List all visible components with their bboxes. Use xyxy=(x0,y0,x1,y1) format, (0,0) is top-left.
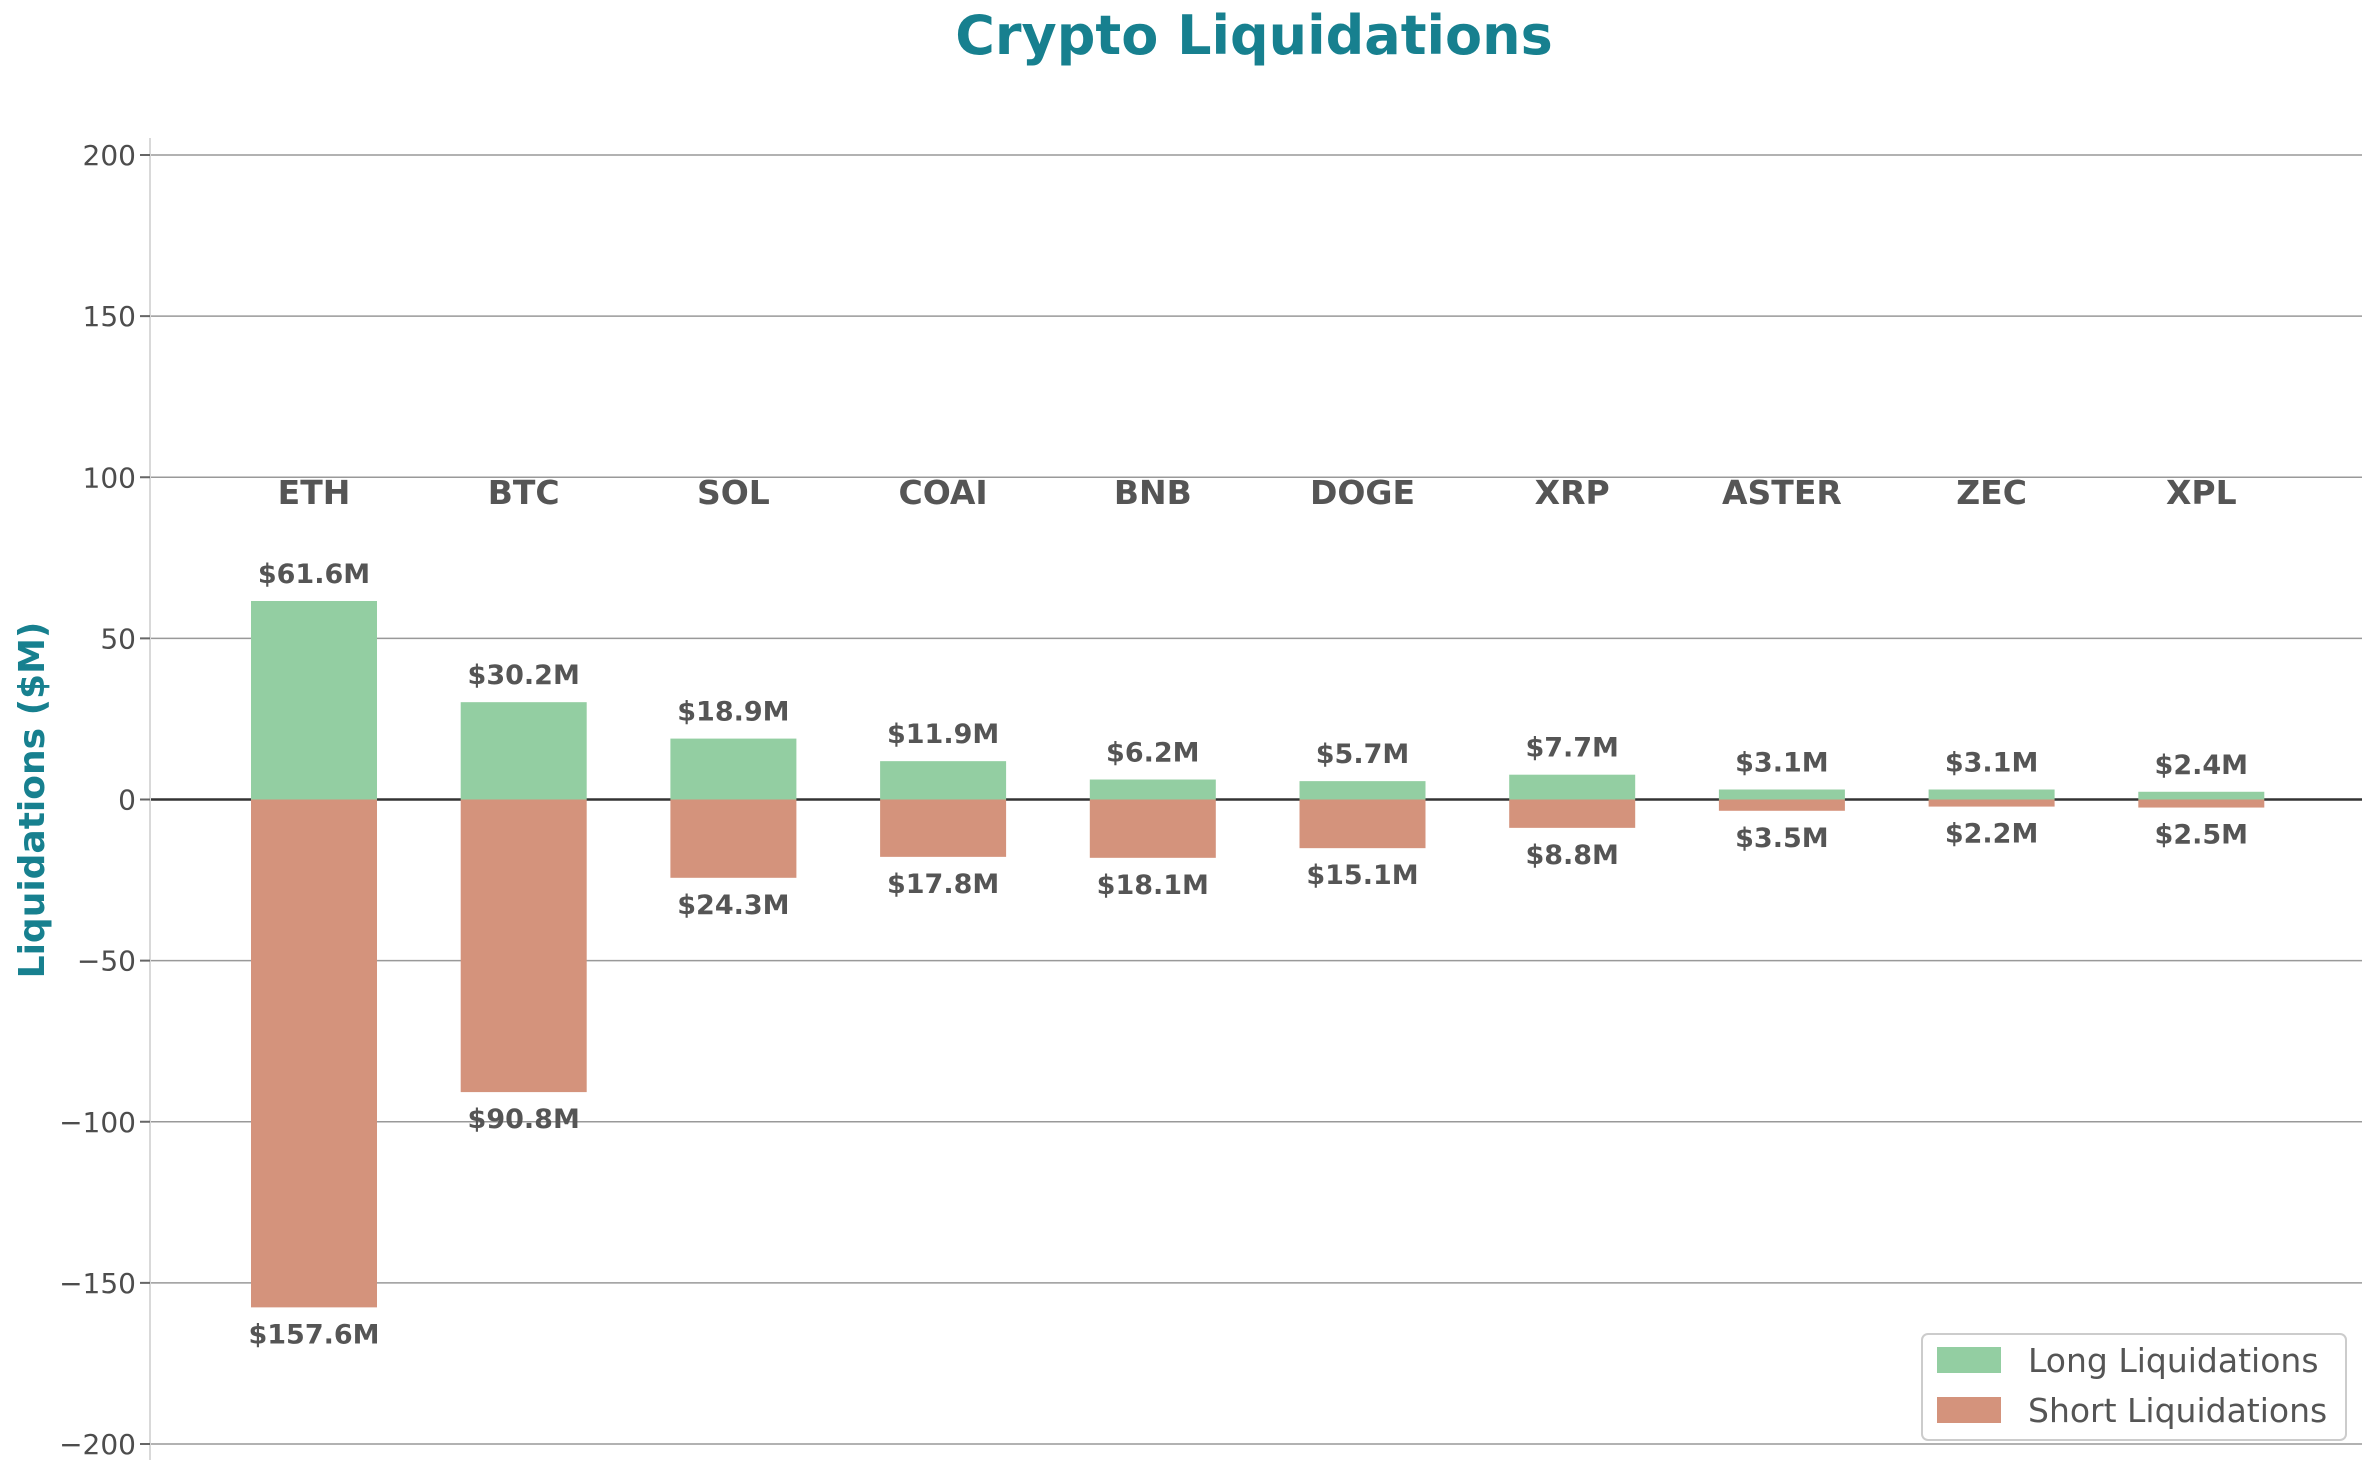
data-labels: ETH $61.6M $157.6M BTC $30.2M $90.8M SOL $18.9M… xyxy=(248,473,2248,1350)
y-tick-label: 150 xyxy=(83,300,136,333)
value-label-long: $7.7M xyxy=(1525,733,1619,764)
legend-swatch-long xyxy=(1937,1347,2001,1373)
bar-long-xpl xyxy=(2138,791,2265,800)
y-tick-label: −200 xyxy=(59,1428,136,1461)
legend-box xyxy=(1921,1333,2347,1441)
bar-long-eth xyxy=(251,600,377,800)
bar-short-btc xyxy=(460,799,587,1093)
bar-short-sol xyxy=(670,799,797,878)
bar-short-zec xyxy=(1928,799,2055,807)
bar-long-zec xyxy=(1928,789,2055,800)
bars xyxy=(251,600,2265,1308)
y-tick-label: 100 xyxy=(83,461,136,494)
axes: −200 −150 −100 −50 0 50 100 150 200 xyxy=(59,138,151,1461)
value-label-long: $6.2M xyxy=(1106,738,1200,769)
bar-long-sol xyxy=(670,738,797,800)
category-label-xrp: XRP xyxy=(1535,473,1610,512)
bar-long-xrp xyxy=(1509,774,1636,800)
value-label-short: $2.2M xyxy=(1945,819,2039,850)
value-label-long: $61.6M xyxy=(258,559,370,590)
value-label-short: $18.1M xyxy=(1097,870,1209,901)
category-label-sol: SOL xyxy=(697,473,770,512)
legend-label-short: Short Liquidations xyxy=(2028,1391,2327,1430)
bar-long-doge xyxy=(1299,781,1426,800)
bar-short-bnb xyxy=(1089,799,1216,858)
category-label-xpl: XPL xyxy=(2166,473,2237,512)
category-label-zec: ZEC xyxy=(1956,473,2027,512)
bar-long-aster xyxy=(1718,789,1845,800)
bar-long-bnb xyxy=(1089,779,1216,800)
y-tick-label: 200 xyxy=(83,139,136,172)
value-label-long: $2.4M xyxy=(2155,750,2249,781)
bar-short-eth xyxy=(251,799,377,1308)
value-label-short: $2.5M xyxy=(2155,820,2249,851)
legend-label-long: Long Liquidations xyxy=(2028,1341,2319,1380)
value-label-long: $3.1M xyxy=(1735,748,1829,779)
legend: Long Liquidations Short Liquidations xyxy=(1921,1333,2347,1441)
y-tick-label: −150 xyxy=(59,1267,136,1300)
y-tick-label: −100 xyxy=(59,1106,136,1139)
bar-long-coai xyxy=(880,761,1007,800)
value-label-long: $3.1M xyxy=(1945,748,2039,779)
value-label-long: $18.9M xyxy=(677,697,789,728)
bar-short-aster xyxy=(1718,799,1845,811)
value-label-long: $30.2M xyxy=(468,660,580,691)
bar-short-coai xyxy=(880,799,1007,857)
value-label-short: $157.6M xyxy=(248,1319,379,1350)
value-label-short: $24.3M xyxy=(677,890,789,921)
bar-short-doge xyxy=(1299,799,1426,849)
value-label-short: $3.5M xyxy=(1735,823,1829,854)
legend-swatch-short xyxy=(1937,1397,2001,1423)
value-label-long: $5.7M xyxy=(1316,739,1410,770)
y-tick-label: 50 xyxy=(100,622,136,655)
value-label-short: $15.1M xyxy=(1306,860,1418,891)
category-label-aster: ASTER xyxy=(1722,473,1842,512)
value-label-long: $11.9M xyxy=(887,719,999,750)
bar-short-xrp xyxy=(1509,799,1636,828)
bar-long-btc xyxy=(460,702,587,800)
category-label-btc: BTC xyxy=(488,473,560,512)
category-label-coai: COAI xyxy=(898,473,987,512)
category-label-bnb: BNB xyxy=(1114,473,1192,512)
bar-short-xpl xyxy=(2138,799,2265,808)
y-axis-label: Liquidations ($M) xyxy=(12,622,53,979)
value-label-short: $90.8M xyxy=(468,1104,580,1135)
y-tick-label: −50 xyxy=(77,945,136,978)
category-label-doge: DOGE xyxy=(1310,473,1415,512)
value-label-short: $17.8M xyxy=(887,869,999,900)
chart-title: Crypto Liquidations xyxy=(955,4,1552,67)
value-label-short: $8.8M xyxy=(1525,840,1619,871)
category-label-eth: ETH xyxy=(278,473,351,512)
y-tick-label: 0 xyxy=(118,784,136,817)
